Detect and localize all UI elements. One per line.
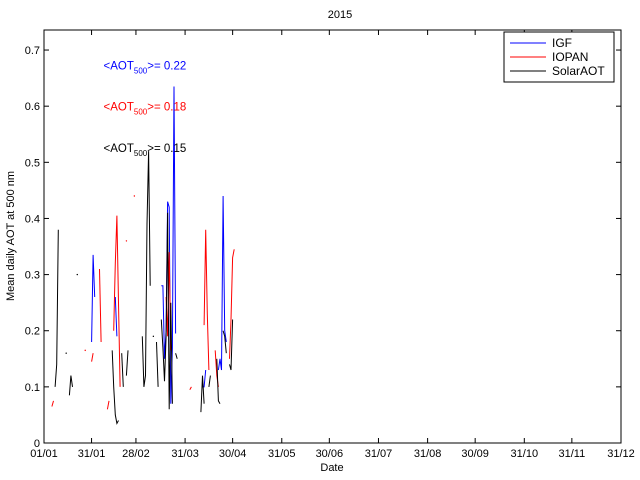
series-line-segment	[161, 86, 177, 404]
series-line-segment	[99, 268, 102, 343]
series-line-segment	[229, 319, 234, 371]
series-solaraot	[54, 151, 234, 425]
y-axis: 0 0.1 0.2 0.3 0.4 0.5 0.6 0.7	[25, 45, 621, 450]
y-tick-label: 0.6	[25, 101, 40, 113]
x-tick-label: 31/07	[365, 448, 393, 460]
series-line-segment	[217, 195, 227, 371]
chart-title: 2015	[328, 9, 352, 21]
y-tick-label: 0.3	[25, 270, 40, 282]
y-tick-label: 0.4	[25, 213, 40, 225]
data-point	[125, 240, 128, 242]
series-line-segment	[160, 212, 173, 410]
series-layer	[51, 86, 235, 425]
series-line-segment	[189, 386, 192, 390]
x-tick-label: 30/04	[219, 448, 247, 460]
x-tick-label: 31/11	[559, 448, 586, 460]
series-line-segment	[156, 341, 159, 387]
series-line-segment	[175, 353, 178, 359]
series-line-segment	[222, 330, 227, 354]
series-line-segment	[125, 350, 129, 376]
y-tick-label: 0	[34, 438, 40, 450]
data-point	[133, 195, 136, 197]
series-line-segment	[114, 296, 118, 337]
series-line-segment	[113, 215, 121, 387]
x-tick-label: 31/03	[171, 448, 199, 460]
series-line-segment	[200, 375, 205, 413]
plot-area	[43, 29, 622, 444]
series-line-segment	[91, 254, 96, 343]
x-tick-label: 28/02	[122, 448, 150, 460]
y-tick-label: 0.2	[25, 326, 40, 338]
data-point	[84, 349, 86, 352]
mean-aot-annotation: <AOT500>= 0.22	[104, 61, 187, 76]
mean-aot-annotation: <AOT500>= 0.15	[104, 143, 187, 158]
series-line-segment	[208, 375, 211, 387]
y-tick-label: 0.7	[25, 45, 40, 57]
x-tick-label: 31/12	[607, 448, 635, 460]
series-line-segment	[91, 353, 94, 362]
series-line-segment	[68, 375, 73, 396]
x-axis-title: Date	[320, 462, 343, 474]
y-tick-label: 0.1	[25, 382, 40, 394]
x-tick-label: 31/08	[414, 448, 442, 460]
series-line-segment	[111, 350, 119, 425]
series-line-segment	[121, 353, 124, 387]
series-line-segment	[54, 229, 59, 387]
series-line-segment	[203, 229, 210, 371]
data-point	[65, 352, 67, 354]
data-point	[76, 273, 78, 276]
x-tick-label: 30/06	[316, 448, 344, 460]
series-line-segment	[51, 400, 54, 407]
data-point	[152, 335, 155, 338]
x-tick-label: 01/01	[30, 448, 58, 460]
series-line-segment	[216, 358, 221, 404]
series-igf	[91, 86, 227, 404]
annotations: <AOT500>= 0.22 <AOT500>= 0.18 <AOT500>= 0.…	[104, 61, 187, 159]
y-axis-title: Mean daily AOT at 500 nm	[5, 171, 17, 301]
legend-label-solaraot: SolarAOT	[552, 64, 605, 78]
x-tick-label: 31/10	[511, 448, 539, 460]
series-iopan	[51, 215, 235, 410]
legend-label-igf: IGF	[552, 36, 572, 50]
mean-aot-annotation: <AOT500>= 0.18	[104, 102, 187, 117]
legend-label-iopan: IOPAN	[552, 50, 588, 64]
x-tick-label: 30/09	[461, 448, 489, 460]
y-tick-label: 0.5	[25, 157, 40, 169]
series-line-segment	[229, 249, 235, 359]
x-tick-label: 31/01	[78, 448, 106, 460]
x-axis: 01/01 31/01 28/02 31/03 30/04 31/05 30/06 31/07…	[30, 30, 635, 460]
x-tick-label: 31/05	[268, 448, 296, 460]
series-line-segment	[141, 151, 151, 387]
legend-box	[503, 31, 615, 83]
series-line-segment	[106, 400, 110, 410]
